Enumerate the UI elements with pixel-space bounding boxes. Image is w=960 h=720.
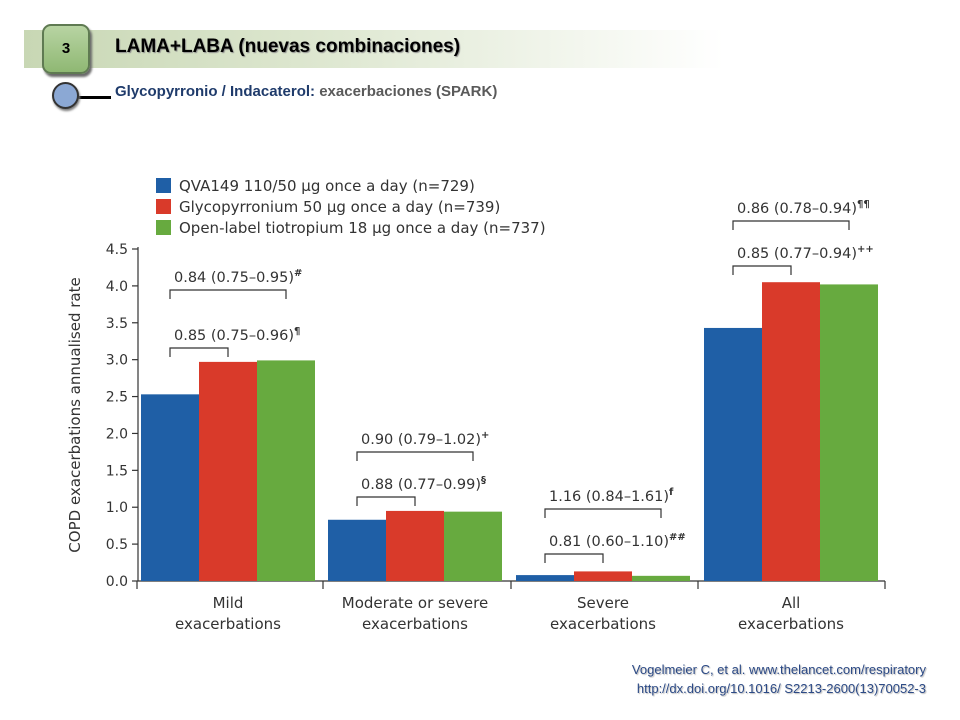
bar-0-2: [516, 575, 574, 581]
comparison-label: 0.84 (0.75–0.95)#: [174, 268, 302, 286]
comparison-bracket: [356, 496, 416, 506]
y-tick-label: 0.0: [106, 574, 128, 590]
slide-number: 3: [61, 40, 71, 57]
comparison-label: 0.90 (0.79–1.02)+: [361, 430, 489, 448]
bar-2-2: [632, 575, 690, 581]
bar-0-3: [704, 327, 762, 581]
title-band: [24, 30, 724, 68]
comparison-label: 1.16 (0.84–1.61)f: [549, 487, 674, 505]
legend-swatch-1: [156, 199, 171, 214]
comparison-label: 0.85 (0.75–0.96)¶: [174, 326, 300, 344]
bar-1-0: [199, 361, 257, 581]
bar-1-2: [574, 571, 632, 581]
y-tick-label: 2.5: [106, 390, 128, 406]
legend-label: Glycopyrronium 50 µg once a day (n=739): [179, 198, 500, 216]
citation-line-2[interactable]: http://dx.doi.org/10.1016/ S2213-2600(13…: [636, 681, 926, 696]
bar-2-1: [444, 511, 502, 581]
comparison-label: 0.88 (0.77–0.99)§: [361, 475, 486, 493]
bar-2-0: [257, 360, 315, 581]
category-label: Moderate or severe: [342, 594, 488, 612]
category-label: exacerbations: [362, 615, 468, 633]
y-tick-label: 3.5: [106, 316, 128, 332]
y-tick-label: 1.5: [106, 463, 128, 479]
comparison-bracket: [732, 220, 850, 230]
citation: Vogelmeier C, et al. www.thelancet.com/r…: [632, 660, 926, 698]
bullet-circle-icon: [52, 82, 79, 109]
bar-2-3: [820, 284, 878, 581]
y-tick-label: 4.0: [106, 279, 128, 295]
category-label: exacerbations: [175, 615, 281, 633]
subtitle-drug-names: Glycopyrronio / Indacaterol:: [115, 83, 316, 100]
slide-number-badge: 3: [42, 24, 90, 74]
category-label: exacerbations: [738, 615, 844, 633]
slide-subtitle: Glycopyrronio / Indacaterol: exacerbacio…: [115, 83, 497, 100]
bar-1-3: [762, 282, 820, 581]
legend-label: QVA149 110/50 µg once a day (n=729): [179, 177, 475, 195]
y-tick-label: 1.0: [106, 500, 128, 516]
category-label: Severe: [577, 594, 629, 612]
slide-title: LAMA+LABA (nuevas combinaciones): [115, 36, 461, 57]
comparison-bracket: [169, 347, 229, 357]
comparison-label: 0.81 (0.60–1.10)##: [549, 532, 686, 550]
subtitle-topic: exacerbaciones (SPARK): [315, 83, 498, 100]
comparison-label: 0.85 (0.77–0.94)++: [737, 244, 874, 262]
comparison-bracket: [169, 289, 287, 299]
bar-1-1: [386, 510, 444, 581]
legend-swatch-2: [156, 220, 171, 235]
bar-0-0: [141, 394, 199, 581]
legend-label: Open-label tiotropium 18 µg once a day (…: [179, 219, 546, 237]
bullet-connector: [75, 96, 111, 99]
comparison-label: 0.86 (0.78–0.94)¶¶: [737, 199, 870, 217]
bar-0-1: [328, 519, 386, 581]
y-tick-label: 3.0: [106, 353, 128, 369]
category-label: All: [782, 594, 801, 612]
y-axis-title: COPD exacerbations annualised rate: [66, 277, 84, 552]
comparison-bracket: [544, 553, 604, 563]
category-label: Mild: [213, 594, 244, 612]
comparison-bracket: [356, 451, 474, 461]
legend-swatch-0: [156, 178, 171, 193]
comparison-bracket: [544, 508, 662, 518]
comparison-bracket: [732, 265, 792, 275]
category-label: exacerbations: [550, 615, 656, 633]
y-tick-label: 2.0: [106, 426, 128, 442]
y-tick-label: 0.5: [106, 537, 128, 553]
citation-line-1[interactable]: Vogelmeier C, et al. www.thelancet.com/r…: [631, 662, 926, 677]
y-tick-label: 4.5: [106, 242, 128, 258]
